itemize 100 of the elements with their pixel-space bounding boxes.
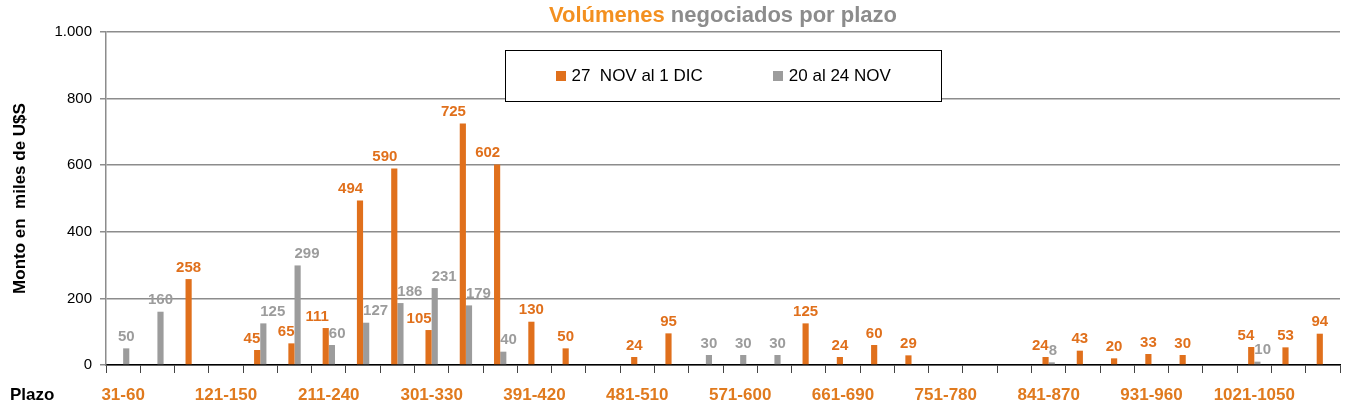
legend-label: 20 al 24 NOV (788, 66, 891, 86)
data-label: 54 (1237, 325, 1255, 343)
bar (431, 288, 438, 365)
data-label: 53 (1277, 325, 1294, 343)
data-label: 125 (793, 302, 819, 320)
data-label: 258 (176, 257, 202, 275)
y-tick-label: 400 (66, 221, 92, 239)
bar (740, 355, 747, 365)
data-label: 24 (831, 335, 849, 353)
y-tick-label: 800 (66, 88, 92, 106)
x-tick-label: 841-870 (1017, 384, 1080, 404)
data-label: 33 (1140, 332, 1157, 350)
data-label: 65 (277, 322, 295, 339)
data-label: 40 (500, 330, 517, 348)
bar (123, 348, 130, 365)
data-label: 20 (1105, 336, 1123, 354)
data-label: 29 (900, 333, 917, 351)
data-label: 10 (1254, 340, 1271, 358)
x-tick-label: 301-330 (400, 384, 463, 404)
data-label: 186 (397, 281, 423, 299)
bar (665, 333, 672, 365)
bar (631, 357, 638, 365)
data-label: 30 (769, 333, 786, 351)
bar (322, 328, 329, 365)
data-label: 50 (557, 326, 575, 344)
x-tick-label: 31-60 (101, 384, 145, 404)
data-label: 24 (625, 335, 644, 353)
bar (500, 351, 507, 365)
bar (356, 200, 364, 365)
bar (774, 355, 781, 365)
x-tick-label: 121-150 (194, 384, 258, 404)
chart-title: Volúmenes negociados por plazo (549, 2, 897, 27)
bar (1042, 357, 1049, 365)
data-label: 30 (1174, 333, 1192, 351)
data-label: 130 (518, 300, 544, 318)
y-tick-label: 0 (83, 355, 92, 373)
bar (1248, 347, 1255, 365)
bar (836, 357, 843, 365)
data-label: 30 (734, 333, 752, 351)
x-tick-label: 211-240 (298, 384, 360, 404)
bar (391, 168, 398, 365)
x-tick-label: 481-510 (606, 384, 669, 404)
data-label: 43 (1071, 329, 1089, 347)
data-label: 95 (660, 312, 677, 330)
bar (185, 279, 192, 365)
bar (905, 355, 912, 365)
bar (871, 345, 878, 365)
bar (260, 323, 267, 365)
data-label: 8 (1048, 340, 1057, 358)
data-label: 590 (372, 147, 398, 165)
bar (328, 345, 335, 365)
data-label: 24 (1031, 335, 1050, 353)
y-axis-title: Monto en miles de U$S (9, 103, 29, 294)
x-tick-label: 751-780 (914, 384, 977, 404)
bar (1179, 355, 1186, 365)
bar (1145, 354, 1152, 365)
data-label: 127 (363, 301, 389, 319)
bar (157, 311, 164, 365)
bar (494, 164, 501, 365)
data-label: 725 (440, 102, 466, 120)
bar (465, 305, 473, 365)
bar (705, 355, 713, 365)
bar (288, 343, 295, 365)
bar (459, 123, 466, 365)
data-label: 60 (865, 323, 883, 341)
data-label: 94 (1311, 312, 1329, 330)
data-label: 105 (406, 308, 432, 326)
data-label: 299 (294, 244, 320, 262)
x-tick-label: 391-420 (503, 384, 566, 404)
data-label: 602 (475, 143, 501, 161)
data-label: 50 (117, 326, 135, 344)
x-tick-label: 661-690 (811, 384, 875, 404)
bar (397, 303, 404, 365)
y-tick-label: 600 (66, 155, 92, 173)
bar (363, 322, 370, 365)
bar (562, 348, 569, 365)
x-tick-label: 571-600 (708, 384, 772, 404)
data-label: 125 (260, 302, 286, 320)
bar (1282, 347, 1289, 365)
y-tick-label: 200 (66, 288, 92, 306)
data-label: 111 (305, 306, 329, 324)
bar (802, 323, 809, 365)
data-label: 179 (465, 284, 491, 302)
data-label: 231 (431, 266, 457, 284)
legend-label: 27 NOV al 1 DIC (571, 66, 703, 86)
data-label: 60 (328, 323, 346, 341)
x-tick-label: 1021-1050 (1213, 384, 1295, 404)
bar (1316, 333, 1323, 365)
x-axis-title: Plazo (10, 384, 55, 404)
data-label: 30 (700, 333, 718, 351)
data-label: 494 (338, 179, 364, 197)
bar (425, 330, 432, 365)
bar (1111, 358, 1118, 365)
bar (254, 350, 261, 365)
bar (294, 265, 301, 365)
bar (1076, 350, 1083, 365)
y-tick-label: 1.000 (54, 22, 92, 40)
data-label: 45 (243, 328, 261, 346)
bar (528, 321, 535, 365)
x-tick-label: 931-960 (1120, 384, 1183, 404)
